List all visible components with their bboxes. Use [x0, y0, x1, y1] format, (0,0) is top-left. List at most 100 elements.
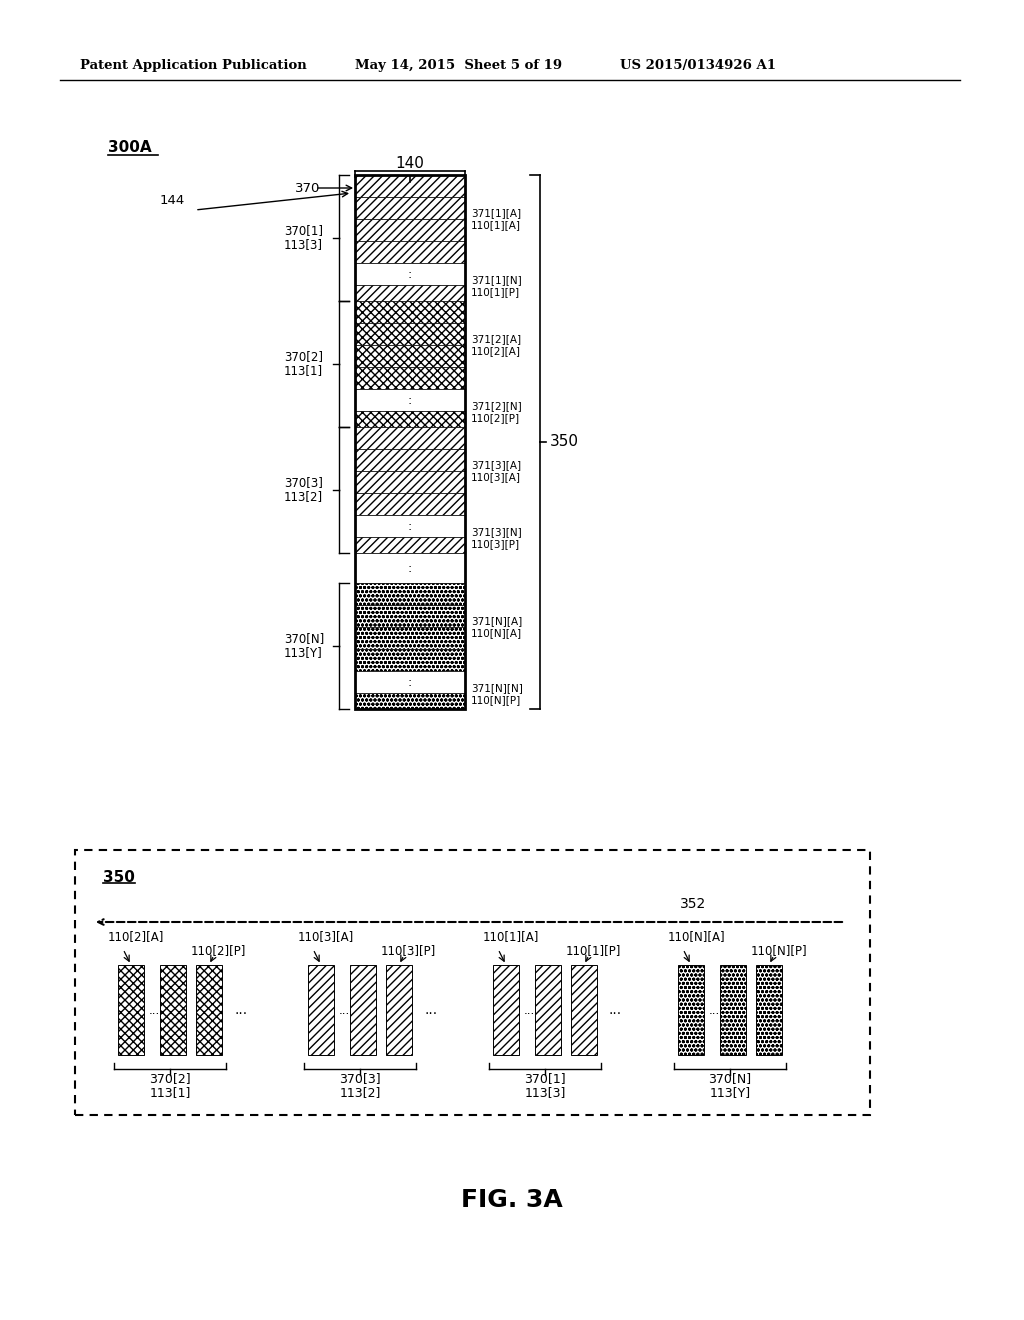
Bar [355, 649, 465, 671]
Bar [355, 345, 465, 367]
Text: 350: 350 [550, 434, 579, 450]
Text: 110[3][P]: 110[3][P] [381, 945, 436, 957]
Bar [355, 176, 465, 709]
Text: 113[2]: 113[2] [284, 491, 324, 503]
Bar [355, 242, 465, 263]
Bar [355, 176, 465, 197]
Text: 110[1][A]: 110[1][A] [471, 220, 521, 230]
Bar [355, 605, 465, 627]
Bar [355, 323, 465, 345]
Bar [355, 219, 465, 242]
Text: FIG. 3A: FIG. 3A [461, 1188, 563, 1212]
Bar [355, 285, 465, 301]
Text: ...: ... [609, 1003, 623, 1016]
Text: 110[3][A]: 110[3][A] [298, 931, 354, 944]
Bar [355, 449, 465, 471]
Bar [118, 965, 144, 1055]
Text: :: : [408, 676, 412, 689]
Bar [355, 583, 465, 605]
Text: 370[N]: 370[N] [709, 1072, 752, 1085]
Text: 110[N][A]: 110[N][A] [668, 931, 726, 944]
Text: 110[2][P]: 110[2][P] [191, 945, 247, 957]
Text: 110[1][A]: 110[1][A] [483, 931, 540, 944]
Text: 370[2]: 370[2] [284, 351, 323, 363]
Bar [160, 965, 186, 1055]
Text: 350: 350 [103, 870, 135, 886]
Text: 370[2]: 370[2] [150, 1072, 190, 1085]
Text: 370[1]: 370[1] [524, 1072, 566, 1085]
Text: :: : [408, 561, 412, 574]
Text: 110[N][A]: 110[N][A] [471, 628, 522, 638]
Bar [355, 426, 465, 449]
Text: 113[Y]: 113[Y] [284, 647, 323, 660]
Bar [308, 965, 334, 1055]
Text: 300A: 300A [108, 140, 152, 156]
Text: 110[N][P]: 110[N][P] [471, 696, 521, 705]
Text: ...: ... [709, 1003, 720, 1016]
Text: 371[1][A]: 371[1][A] [471, 209, 521, 218]
Bar [355, 537, 465, 553]
Text: 110[2][P]: 110[2][P] [471, 413, 520, 422]
Text: 110[3][P]: 110[3][P] [471, 539, 520, 549]
Text: 110[2][A]: 110[2][A] [471, 346, 521, 356]
Text: ...: ... [424, 1003, 437, 1016]
Bar [535, 965, 561, 1055]
Bar [196, 965, 222, 1055]
Text: Patent Application Publication: Patent Application Publication [80, 58, 307, 71]
Bar [355, 492, 465, 515]
Text: 371[N][N]: 371[N][N] [471, 682, 523, 693]
Text: 110[3][A]: 110[3][A] [471, 473, 521, 482]
Text: :: : [408, 393, 412, 407]
Text: 370[3]: 370[3] [339, 1072, 381, 1085]
Text: 113[2]: 113[2] [339, 1086, 381, 1100]
Bar [75, 850, 870, 1115]
Text: 371[3][N]: 371[3][N] [471, 527, 522, 537]
Bar [355, 389, 465, 411]
Text: 113[3]: 113[3] [524, 1086, 565, 1100]
Text: 370[N]: 370[N] [284, 632, 325, 645]
Text: 371[3][A]: 371[3][A] [471, 459, 521, 470]
Text: 352: 352 [680, 898, 707, 911]
Bar [355, 627, 465, 649]
Text: 110[1][P]: 110[1][P] [566, 945, 622, 957]
Text: 113[Y]: 113[Y] [710, 1086, 751, 1100]
Text: US 2015/0134926 A1: US 2015/0134926 A1 [620, 58, 776, 71]
Text: 140: 140 [395, 156, 424, 170]
Bar [355, 367, 465, 389]
Text: ...: ... [524, 1003, 536, 1016]
Text: ...: ... [339, 1003, 350, 1016]
Bar [571, 965, 597, 1055]
Bar [350, 965, 376, 1055]
Text: 371[1][N]: 371[1][N] [471, 275, 522, 285]
Text: 110[2][A]: 110[2][A] [108, 931, 165, 944]
Text: May 14, 2015  Sheet 5 of 19: May 14, 2015 Sheet 5 of 19 [355, 58, 562, 71]
Text: ...: ... [150, 1003, 160, 1016]
Bar [355, 471, 465, 492]
Text: 370[3]: 370[3] [284, 477, 323, 490]
Bar [493, 965, 519, 1055]
Text: 113[3]: 113[3] [284, 239, 323, 252]
Text: 371[2][N]: 371[2][N] [471, 401, 522, 411]
Bar [355, 301, 465, 323]
Bar [355, 693, 465, 709]
Text: 113[1]: 113[1] [150, 1086, 190, 1100]
Bar [355, 553, 465, 583]
Text: 370: 370 [295, 181, 321, 194]
Bar [355, 515, 465, 537]
Bar [678, 965, 705, 1055]
Text: 371[N][A]: 371[N][A] [471, 616, 522, 626]
Text: 113[1]: 113[1] [284, 364, 324, 378]
Bar [355, 411, 465, 426]
Text: :: : [408, 268, 412, 281]
Bar [386, 965, 412, 1055]
Text: 144: 144 [160, 194, 185, 206]
Bar [756, 965, 782, 1055]
Text: 110[1][P]: 110[1][P] [471, 286, 520, 297]
Bar [355, 671, 465, 693]
Text: 370[1]: 370[1] [284, 224, 323, 238]
Bar [720, 965, 746, 1055]
Bar [355, 263, 465, 285]
Bar [355, 197, 465, 219]
Text: 371[2][A]: 371[2][A] [471, 334, 521, 345]
Text: 110[N][P]: 110[N][P] [751, 945, 808, 957]
